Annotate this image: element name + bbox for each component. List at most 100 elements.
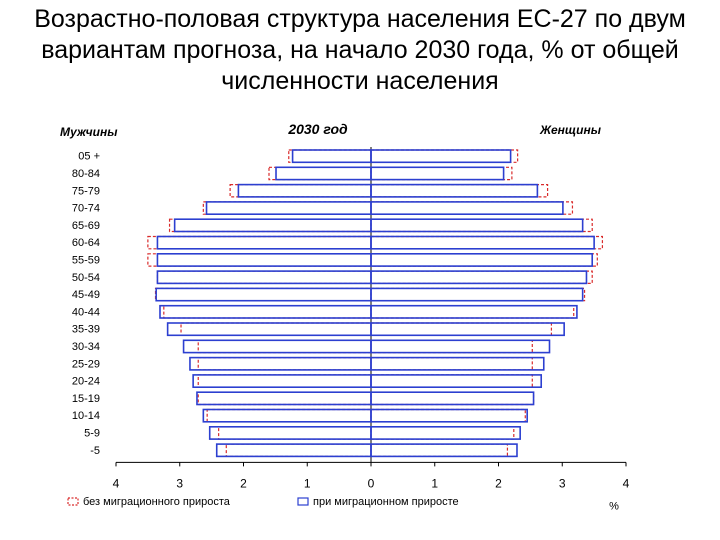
male-bar xyxy=(147,253,372,267)
slide-title: Возрастно-половая структура населения ЕС… xyxy=(34,5,686,95)
category-tick-label: 15-19 xyxy=(72,393,100,405)
legend-swatch xyxy=(297,497,309,506)
x-tick-label: 3 xyxy=(559,476,566,490)
female-bar xyxy=(370,391,535,406)
series-2 xyxy=(155,149,595,458)
male-bar xyxy=(147,235,372,250)
female-bar xyxy=(370,426,515,440)
x-tick-label: 2 xyxy=(495,476,502,490)
male-bar xyxy=(197,374,372,388)
female-bar xyxy=(370,235,595,250)
male-bar xyxy=(202,408,372,423)
x-tick-label: 3 xyxy=(176,476,183,490)
male-bar xyxy=(155,287,372,302)
legend-label: при миграционном приросте xyxy=(313,496,459,508)
female-bar xyxy=(370,408,528,423)
male-bar xyxy=(206,408,372,423)
male-bar xyxy=(154,287,372,302)
female-bar xyxy=(370,166,505,181)
female-bar xyxy=(370,322,553,336)
female-bar xyxy=(370,253,598,267)
female-bar xyxy=(370,339,551,354)
male-bar xyxy=(156,270,372,285)
male-bar xyxy=(205,201,372,215)
female-bar xyxy=(370,218,584,233)
male-bar xyxy=(229,184,372,198)
female-bar xyxy=(370,253,594,267)
male-bar xyxy=(225,443,372,458)
female-bar xyxy=(370,322,565,337)
category-tick-label: 80-84 xyxy=(72,168,100,180)
female-bar xyxy=(370,235,604,250)
male-bar xyxy=(197,357,372,371)
female-bar xyxy=(370,149,519,163)
female-bar xyxy=(370,408,526,423)
female-bar xyxy=(370,183,539,198)
y-axis: -5 5-9 10-14 15-19 20-24 25-29 30-34 35-39 40-44… xyxy=(72,147,372,463)
male-bar xyxy=(197,391,372,406)
female-bar xyxy=(370,374,543,388)
x-tick-label: 2 xyxy=(240,476,247,490)
female-bar xyxy=(370,339,533,354)
male-bar xyxy=(268,166,372,181)
category-tick-label: 60-64 xyxy=(72,237,100,249)
male-bar xyxy=(197,339,372,354)
category-tick-label: 55-59 xyxy=(72,254,100,266)
legend: без миграционного прироста при миграционн… xyxy=(67,496,459,508)
category-tick-label: 25-29 xyxy=(72,358,100,370)
female-bar xyxy=(370,270,593,285)
category-tick-label: 50-54 xyxy=(72,272,100,284)
male-bar xyxy=(166,322,372,337)
male-bar xyxy=(291,149,372,164)
male-bar xyxy=(173,218,372,233)
x-tick-label: 4 xyxy=(623,476,630,490)
chart-title: 2030 год xyxy=(287,121,348,137)
female-bar xyxy=(370,287,584,302)
legend-swatch xyxy=(67,497,79,506)
x-tick-label: 0 xyxy=(368,476,375,490)
male-bar xyxy=(288,149,372,163)
category-tick-label: 75-79 xyxy=(72,185,100,197)
category-tick-label: 65-69 xyxy=(72,220,100,232)
male-bar xyxy=(196,391,372,406)
male-bar xyxy=(215,443,372,458)
category-tick-label: 05 + xyxy=(78,151,100,163)
male-bar xyxy=(159,304,372,319)
right-group-label: Женщины xyxy=(539,123,602,137)
male-bar xyxy=(237,183,372,198)
male-bar xyxy=(182,339,372,354)
female-bar xyxy=(370,201,564,215)
bars-group xyxy=(147,149,604,458)
category-tick-label: -5 xyxy=(90,445,100,457)
category-tick-label: 20-24 xyxy=(72,376,100,388)
female-bar xyxy=(370,357,533,371)
category-tick-label: 35-39 xyxy=(72,324,100,336)
female-bar xyxy=(370,287,586,302)
female-bar xyxy=(370,304,578,319)
category-tick-label: 70-74 xyxy=(72,203,100,215)
x-unit-label: % xyxy=(609,500,619,512)
female-bar xyxy=(370,166,513,181)
female-bar xyxy=(370,391,535,406)
female-bar xyxy=(370,374,533,388)
female-bar xyxy=(370,201,574,215)
male-bar xyxy=(208,425,372,440)
female-bar xyxy=(370,443,509,458)
male-bar xyxy=(192,374,372,388)
x-tick-label: 1 xyxy=(304,476,311,490)
x-tick-label: 1 xyxy=(431,476,438,490)
male-bar xyxy=(189,356,372,371)
category-tick-label: 45-49 xyxy=(72,289,100,301)
female-bar xyxy=(370,218,593,233)
male-bar xyxy=(156,253,372,267)
male-bar xyxy=(156,235,372,250)
category-tick-label: 5-9 xyxy=(84,427,100,439)
left-group-label: Мужчины xyxy=(60,125,118,139)
x-axis: 4 3 2 1 0 1 2 3 4% xyxy=(113,461,630,512)
category-tick-label: 40-44 xyxy=(72,306,100,318)
female-bar xyxy=(370,443,518,458)
category-tick-label: 10-14 xyxy=(72,410,100,422)
male-bar xyxy=(275,166,372,181)
male-bar xyxy=(202,201,372,215)
